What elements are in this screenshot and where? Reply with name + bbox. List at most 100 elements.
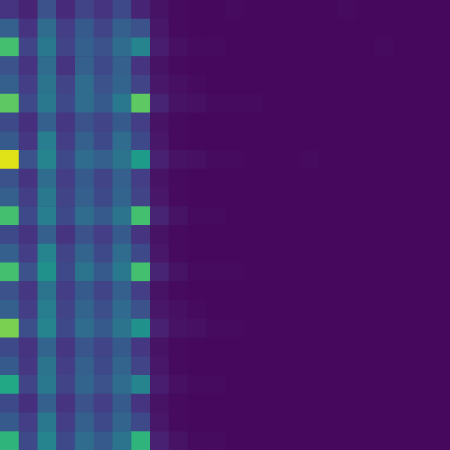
heat-cell	[150, 413, 169, 432]
heat-cell	[56, 113, 75, 132]
heat-cell	[0, 244, 19, 263]
heat-cell	[38, 19, 57, 38]
heat-cell	[300, 338, 319, 357]
heat-cell	[394, 206, 413, 225]
heat-cell	[38, 263, 57, 282]
heat-cell	[188, 169, 207, 188]
heatmap-chart	[0, 0, 450, 450]
heat-cell	[19, 113, 38, 132]
heat-cell	[113, 56, 132, 75]
heat-cell	[56, 56, 75, 75]
heat-cell	[225, 169, 244, 188]
heat-cell	[375, 75, 394, 94]
heat-cell	[188, 281, 207, 300]
heat-cell	[394, 281, 413, 300]
heat-cell	[375, 206, 394, 225]
heat-cell	[38, 244, 57, 263]
heat-cell	[413, 394, 432, 413]
heat-cell	[356, 319, 375, 338]
heat-cell	[338, 188, 357, 207]
heat-cell	[319, 431, 338, 450]
heat-cell	[0, 413, 19, 432]
heat-cell	[431, 281, 450, 300]
heat-cell	[413, 131, 432, 150]
heat-cell	[338, 319, 357, 338]
heat-cell	[75, 56, 94, 75]
heat-cell	[300, 431, 319, 450]
heat-cell	[94, 113, 113, 132]
heat-cell	[375, 56, 394, 75]
heat-cell	[56, 38, 75, 57]
heat-cell	[169, 150, 188, 169]
heat-cell	[94, 375, 113, 394]
heat-cell	[263, 300, 282, 319]
heat-cell	[150, 188, 169, 207]
heat-cell	[0, 281, 19, 300]
heat-cell	[338, 375, 357, 394]
heat-cell	[394, 375, 413, 394]
heat-cell	[394, 413, 413, 432]
heat-cell	[300, 75, 319, 94]
heat-cell	[206, 131, 225, 150]
heat-cell	[263, 431, 282, 450]
heat-cell	[244, 394, 263, 413]
heat-cell	[150, 225, 169, 244]
heat-cell	[225, 94, 244, 113]
heat-cell	[300, 300, 319, 319]
heat-cell	[281, 413, 300, 432]
heat-cell	[19, 338, 38, 357]
heat-cell	[131, 338, 150, 357]
heat-cell	[281, 75, 300, 94]
heat-cell	[281, 113, 300, 132]
heat-cell	[244, 244, 263, 263]
heat-cell	[188, 394, 207, 413]
heat-cell	[225, 150, 244, 169]
heat-cell	[338, 19, 357, 38]
heat-cell	[0, 263, 19, 282]
heat-cell	[300, 94, 319, 113]
heat-cell	[75, 75, 94, 94]
heat-cell	[188, 131, 207, 150]
heat-cell	[394, 150, 413, 169]
heat-cell	[394, 38, 413, 57]
heat-cell	[300, 375, 319, 394]
heat-cell	[38, 75, 57, 94]
heat-cell	[188, 431, 207, 450]
heat-cell	[75, 319, 94, 338]
heat-cell	[225, 0, 244, 19]
heat-cell	[263, 75, 282, 94]
heat-cell	[206, 38, 225, 57]
heat-cell	[244, 75, 263, 94]
heat-cell	[0, 0, 19, 19]
heat-cell	[169, 94, 188, 113]
heat-cell	[19, 263, 38, 282]
heat-cell	[281, 188, 300, 207]
heat-cell	[375, 169, 394, 188]
heat-cell	[281, 150, 300, 169]
heat-cell	[113, 0, 132, 19]
heat-cell	[431, 19, 450, 38]
heat-cell	[56, 188, 75, 207]
heat-cell	[75, 188, 94, 207]
heat-cell	[169, 19, 188, 38]
heat-cell	[413, 338, 432, 357]
heat-cell	[338, 0, 357, 19]
heat-cell	[413, 113, 432, 132]
heat-cell	[75, 169, 94, 188]
heat-cell	[38, 56, 57, 75]
heat-cell	[263, 169, 282, 188]
heat-cell	[356, 281, 375, 300]
heat-cell	[113, 150, 132, 169]
heat-cell	[356, 188, 375, 207]
heat-cell	[319, 319, 338, 338]
heat-cell	[375, 281, 394, 300]
heat-cell	[338, 225, 357, 244]
heat-cell	[75, 244, 94, 263]
heat-cell	[75, 413, 94, 432]
heat-cell	[206, 75, 225, 94]
heat-cell	[75, 338, 94, 357]
heat-cell	[75, 0, 94, 19]
heat-cell	[188, 263, 207, 282]
heat-cell	[19, 0, 38, 19]
heat-cell	[394, 263, 413, 282]
